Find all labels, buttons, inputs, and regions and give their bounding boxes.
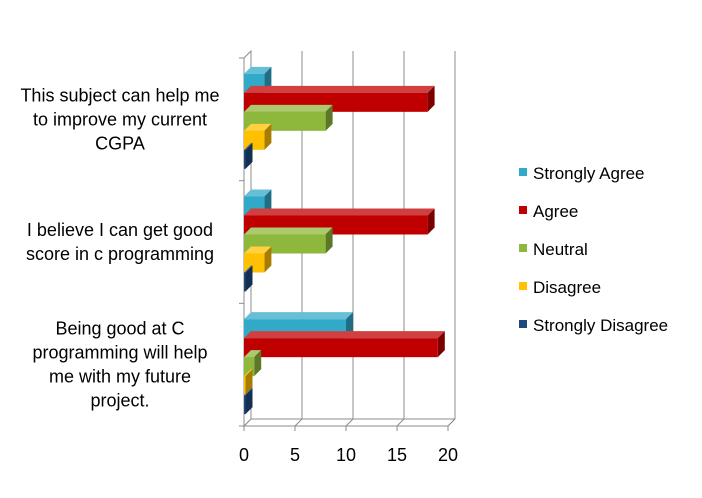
legend-item-strongly-agree: Strongly Agree xyxy=(519,164,645,183)
floor-edge xyxy=(447,418,456,427)
legend-swatch xyxy=(519,320,527,328)
legend-label: Neutral xyxy=(533,240,588,259)
floor-gridline xyxy=(345,418,354,427)
legend-swatch xyxy=(519,282,527,290)
bar-disagree xyxy=(244,246,272,273)
legend-label: Disagree xyxy=(533,278,601,297)
legend-item-agree: Agree xyxy=(519,202,578,221)
category-labels: This subject can help me to improve my cu… xyxy=(20,85,219,410)
x-tick-label: 0 xyxy=(239,445,249,465)
bar-strongly-disagree xyxy=(244,142,253,169)
category-label: I believe I can get good score in c progr… xyxy=(26,220,214,264)
legend-label: Strongly Agree xyxy=(533,164,645,183)
bar-agree xyxy=(244,85,435,112)
bar-strongly-disagree xyxy=(244,388,253,415)
legend-swatch xyxy=(519,206,527,214)
bar-neutral xyxy=(244,350,262,377)
bar-agree xyxy=(244,331,445,358)
floor-gridline xyxy=(396,418,405,427)
legend-item-neutral: Neutral xyxy=(519,240,588,259)
bar-disagree xyxy=(244,123,272,150)
legend-label: Strongly Disagree xyxy=(533,316,668,335)
x-tick-labels: 0 5 10 15 20 xyxy=(239,445,458,465)
x-tick-label: 5 xyxy=(290,445,300,465)
bar-neutral xyxy=(244,227,333,254)
category-label: This subject can help me to improve my cu… xyxy=(20,85,219,153)
bars xyxy=(244,66,445,415)
floor-gridline xyxy=(294,418,303,427)
legend-swatch xyxy=(519,168,527,176)
legend-swatch xyxy=(519,244,527,252)
legend-label: Agree xyxy=(533,202,578,221)
bar-strongly-disagree xyxy=(244,265,253,292)
x-tick-label: 20 xyxy=(438,445,458,465)
x-tick-label: 15 xyxy=(387,445,407,465)
x-tick-label: 10 xyxy=(336,445,356,465)
legend: Strongly Agree Agree Neutral Disagree Strong… xyxy=(519,164,668,335)
legend-item-disagree: Disagree xyxy=(519,278,601,297)
legend-item-strongly-disagree: Strongly Disagree xyxy=(519,316,668,335)
